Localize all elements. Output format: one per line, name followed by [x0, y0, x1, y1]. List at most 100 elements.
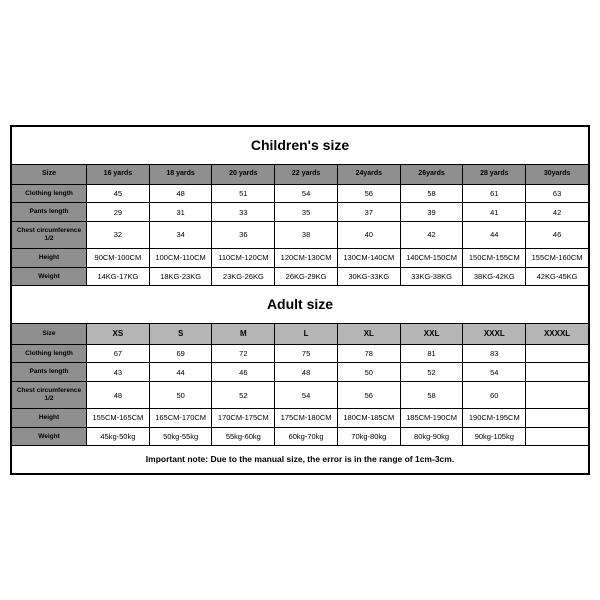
cell: 83 — [463, 344, 526, 363]
table-row: Chest circumference 1/2 32 34 36 38 40 4… — [12, 222, 589, 249]
cell — [526, 363, 589, 382]
size-table: Children's size Size 16 yards 18 yards 2… — [11, 126, 589, 473]
cell: 40 — [337, 222, 400, 249]
cell: 81 — [400, 344, 463, 363]
cell: 185CM-190CM — [400, 408, 463, 427]
cell: 61 — [463, 184, 526, 203]
row-label: Chest circumference 1/2 — [12, 382, 87, 409]
table-row: Height 90CM-100CM 100CM-110CM 110CM-120C… — [12, 248, 589, 267]
cell: 67 — [87, 344, 150, 363]
cell: 30KG-33KG — [337, 267, 400, 286]
cell: 90CM-100CM — [87, 248, 150, 267]
cell: 51 — [212, 184, 275, 203]
cell: 60kg-70kg — [275, 427, 338, 446]
cell: 31 — [149, 203, 212, 222]
table-row: Height 155CM-165CM 165CM-170CM 170CM-175… — [12, 408, 589, 427]
col-header: 18 yards — [149, 165, 212, 184]
row-label: Height — [12, 408, 87, 427]
col-header: XL — [337, 324, 400, 345]
cell: 54 — [275, 382, 338, 409]
cell: 155CM-160CM — [526, 248, 589, 267]
cell — [526, 427, 589, 446]
cell: 18KG-23KG — [149, 267, 212, 286]
adult-title: Adult size — [12, 286, 589, 324]
cell: 50kg-55kg — [149, 427, 212, 446]
col-header: M — [212, 324, 275, 345]
row-label: Weight — [12, 427, 87, 446]
cell: 78 — [337, 344, 400, 363]
cell: 58 — [400, 382, 463, 409]
size-chart: Children's size Size 16 yards 18 yards 2… — [10, 125, 590, 474]
cell: 52 — [212, 382, 275, 409]
cell: 43 — [87, 363, 150, 382]
table-row: Pants length 29 31 33 35 37 39 41 42 — [12, 203, 589, 222]
cell: 48 — [275, 363, 338, 382]
cell: 50 — [149, 382, 212, 409]
adult-header-row: Size XS S M L XL XXL XXXL XXXXL — [12, 324, 589, 345]
cell: 32 — [87, 222, 150, 249]
col-header: 20 yards — [212, 165, 275, 184]
row-label: Chest circumference 1/2 — [12, 222, 87, 249]
cell: 100CM-110CM — [149, 248, 212, 267]
row-label: Pants length — [12, 203, 87, 222]
cell: 36 — [212, 222, 275, 249]
cell: 56 — [337, 184, 400, 203]
cell: 48 — [149, 184, 212, 203]
cell: 42 — [400, 222, 463, 249]
row-label: Clothing length — [12, 344, 87, 363]
children-title: Children's size — [12, 127, 589, 165]
cell: 39 — [400, 203, 463, 222]
col-header: 22 yards — [275, 165, 338, 184]
cell: 45kg-50kg — [87, 427, 150, 446]
cell: 150CM-155CM — [463, 248, 526, 267]
cell: 120CM-130CM — [275, 248, 338, 267]
cell: 50 — [337, 363, 400, 382]
col-header: 24yards — [337, 165, 400, 184]
cell: 54 — [463, 363, 526, 382]
cell: 35 — [275, 203, 338, 222]
cell: 75 — [275, 344, 338, 363]
children-header-row: Size 16 yards 18 yards 20 yards 22 yards… — [12, 165, 589, 184]
table-row: Chest circumference 1/2 48 50 52 54 56 5… — [12, 382, 589, 409]
cell: 90kg-105kg — [463, 427, 526, 446]
col-header: 26yards — [400, 165, 463, 184]
cell — [526, 344, 589, 363]
col-header: XXL — [400, 324, 463, 345]
cell: 23KG-26KG — [212, 267, 275, 286]
cell: 34 — [149, 222, 212, 249]
cell: 140CM-150CM — [400, 248, 463, 267]
cell: 44 — [463, 222, 526, 249]
cell — [526, 382, 589, 409]
cell — [526, 408, 589, 427]
cell: 33KG-38KG — [400, 267, 463, 286]
col-header: XS — [87, 324, 150, 345]
cell: 42KG-45KG — [526, 267, 589, 286]
table-row: Pants length 43 44 46 48 50 52 54 — [12, 363, 589, 382]
cell: 33 — [212, 203, 275, 222]
row-label: Pants length — [12, 363, 87, 382]
cell: 26KG-29KG — [275, 267, 338, 286]
cell: 42 — [526, 203, 589, 222]
row-label: Weight — [12, 267, 87, 286]
cell: 14KG-17KG — [87, 267, 150, 286]
cell: 155CM-165CM — [87, 408, 150, 427]
cell: 175CM-180CM — [275, 408, 338, 427]
cell: 55kg-60kg — [212, 427, 275, 446]
cell: 165CM-170CM — [149, 408, 212, 427]
cell: 170CM-175CM — [212, 408, 275, 427]
table-row: Clothing length 67 69 72 75 78 81 83 — [12, 344, 589, 363]
cell: 37 — [337, 203, 400, 222]
cell: 180CM-185CM — [337, 408, 400, 427]
row-label: Height — [12, 248, 87, 267]
col-header: S — [149, 324, 212, 345]
cell: 46 — [212, 363, 275, 382]
important-note: Important note: Due to the manual size, … — [12, 446, 589, 473]
table-row: Weight 45kg-50kg 50kg-55kg 55kg-60kg 60k… — [12, 427, 589, 446]
col-header: 28 yards — [463, 165, 526, 184]
cell: 44 — [149, 363, 212, 382]
cell: 190CM-195CM — [463, 408, 526, 427]
cell: 54 — [275, 184, 338, 203]
cell: 80kg-90kg — [400, 427, 463, 446]
cell: 41 — [463, 203, 526, 222]
col-header: L — [275, 324, 338, 345]
